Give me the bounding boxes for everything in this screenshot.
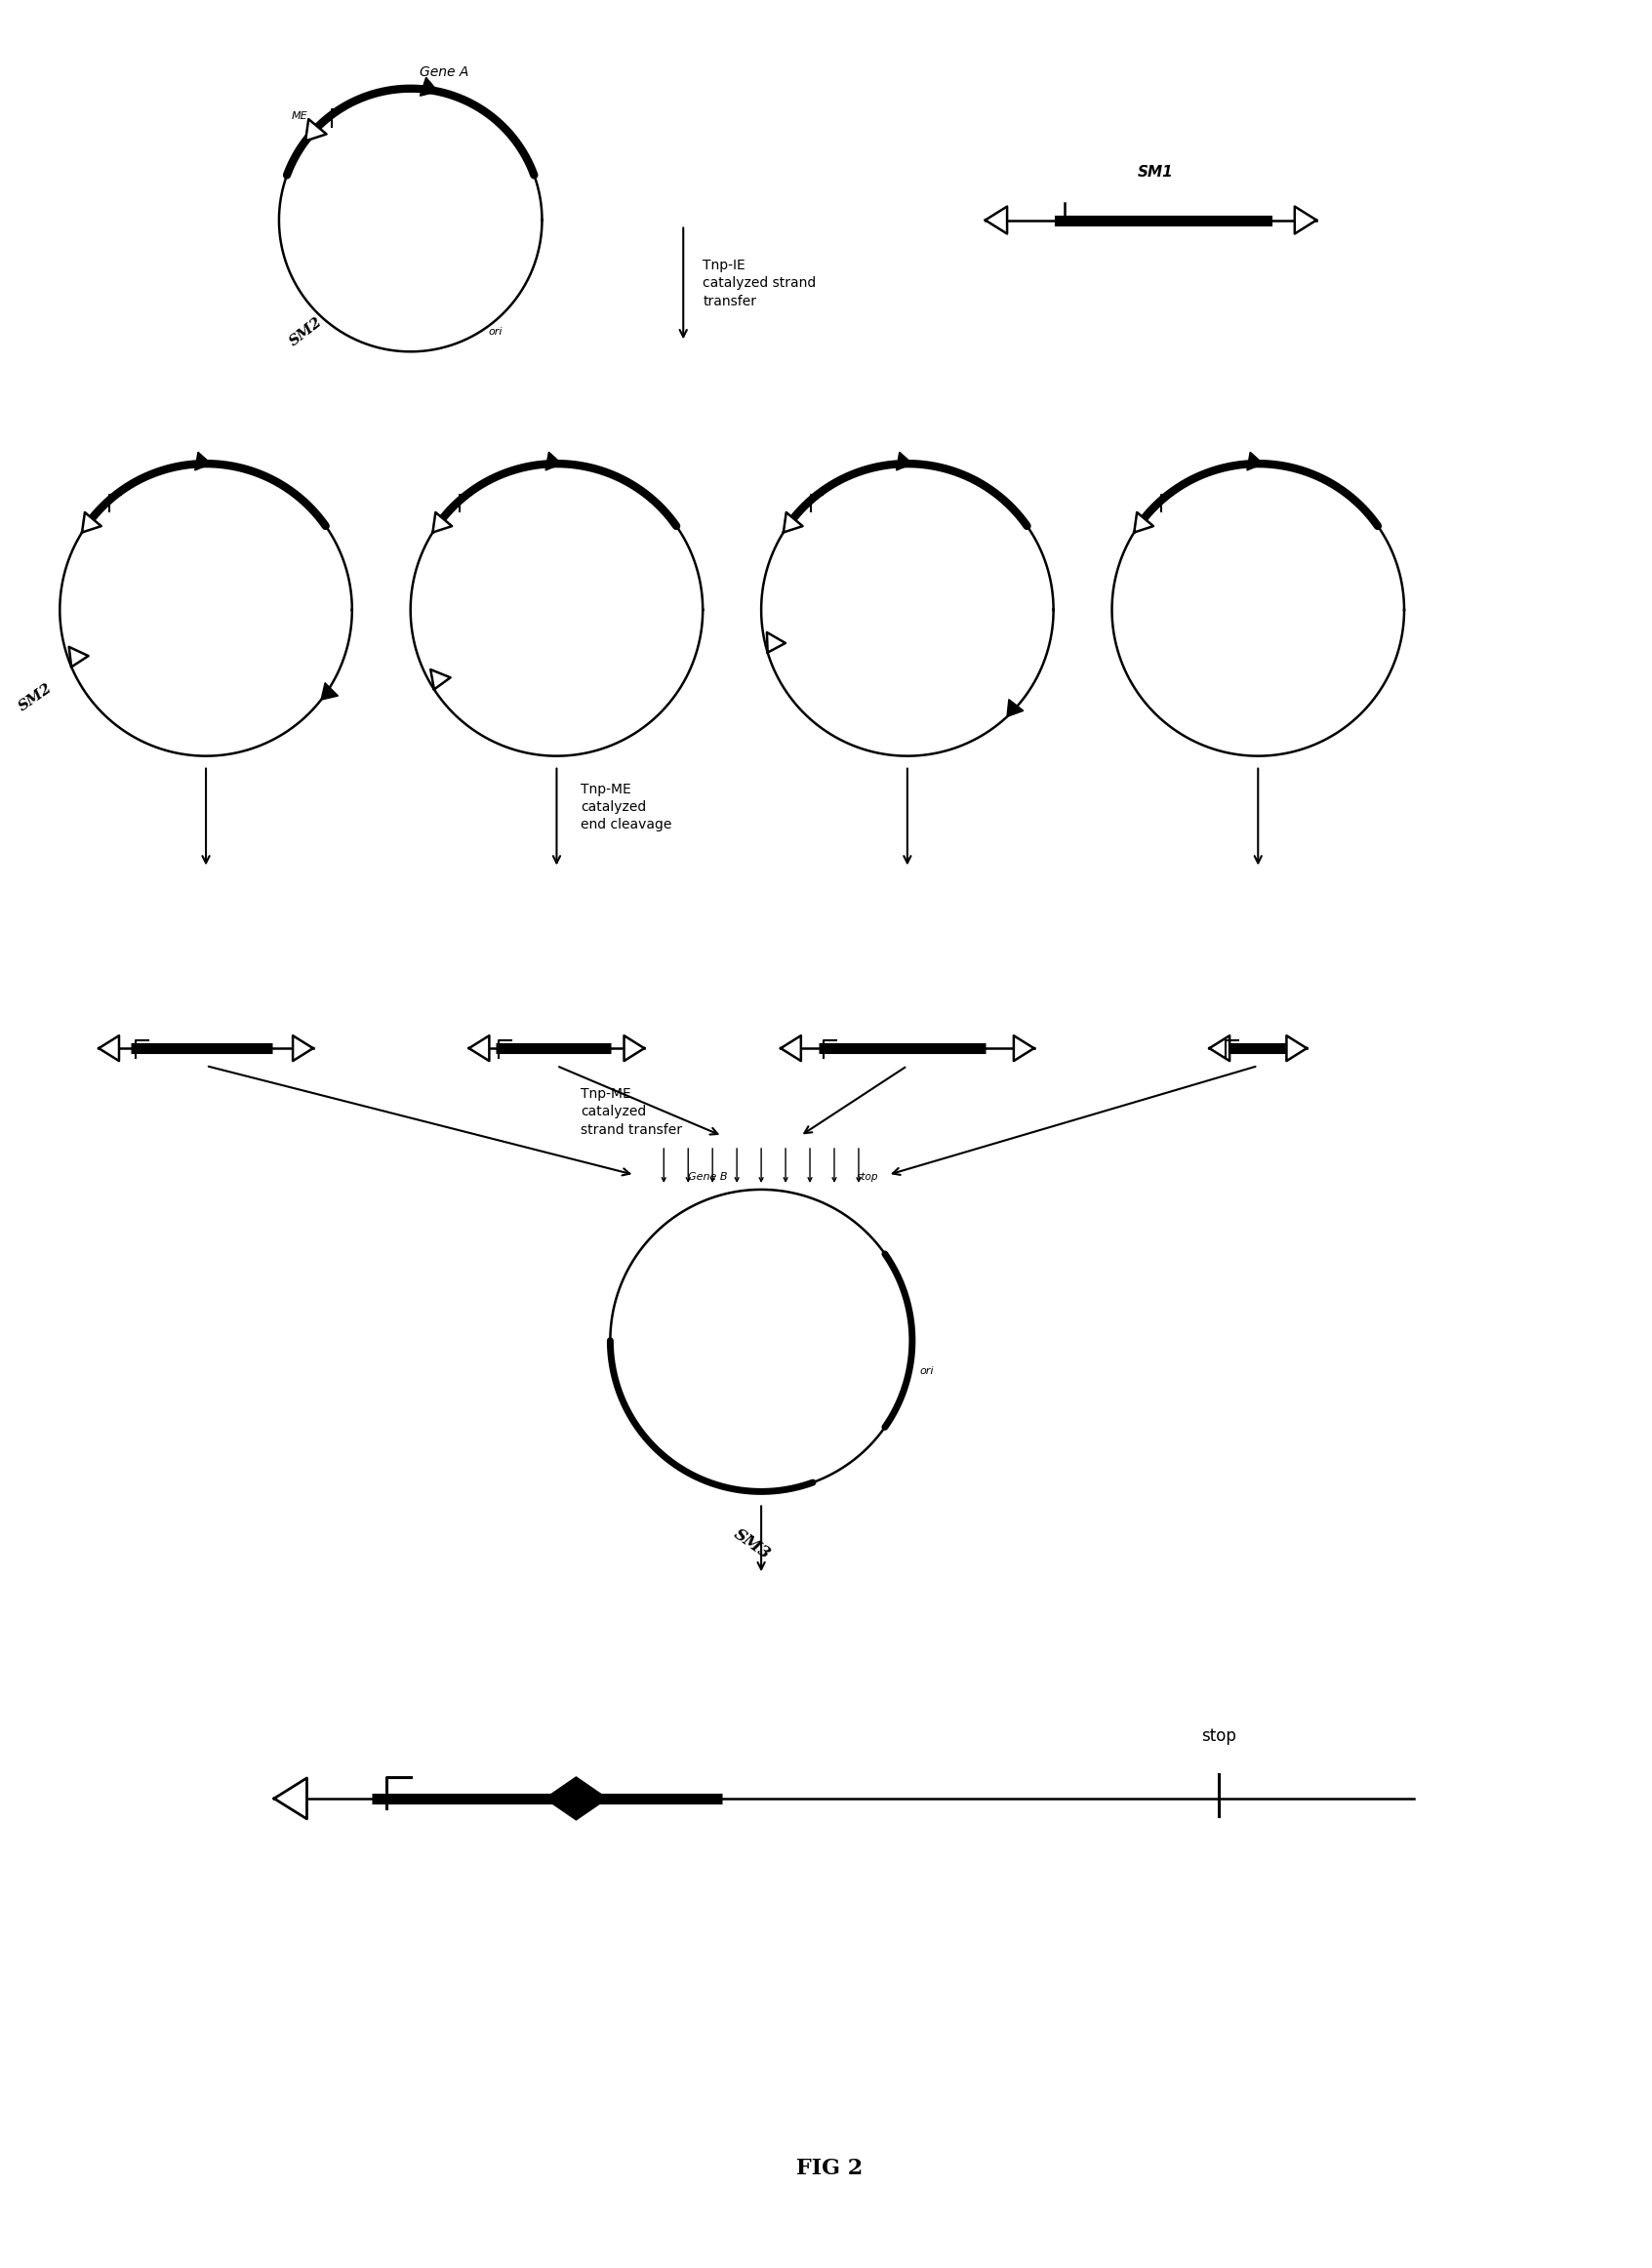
Text: Tnp-ME
catalyzed
end cleavage: Tnp-ME catalyzed end cleavage: [582, 782, 672, 832]
Polygon shape: [1287, 1036, 1307, 1061]
Polygon shape: [1209, 1036, 1229, 1061]
Polygon shape: [274, 1778, 307, 1819]
Polygon shape: [1135, 513, 1153, 533]
Polygon shape: [69, 646, 88, 667]
Polygon shape: [767, 633, 785, 653]
Text: SM2: SM2: [17, 680, 55, 714]
Polygon shape: [420, 77, 438, 95]
Text: SM1: SM1: [1138, 166, 1173, 179]
Text: Tnp-IE
catalyzed strand
transfer: Tnp-IE catalyzed strand transfer: [702, 259, 816, 308]
Text: Gene A: Gene A: [420, 66, 469, 79]
Text: SM3: SM3: [730, 1526, 773, 1563]
Polygon shape: [195, 451, 211, 469]
Polygon shape: [783, 513, 803, 533]
Polygon shape: [1295, 206, 1317, 234]
Text: FIG 2: FIG 2: [796, 2157, 862, 2180]
Polygon shape: [985, 206, 1008, 234]
Text: ori: ori: [920, 1365, 933, 1377]
Text: stop: stop: [1201, 1728, 1237, 1744]
Text: Gene B: Gene B: [687, 1173, 727, 1182]
Text: ME: ME: [292, 111, 309, 120]
Polygon shape: [433, 513, 453, 533]
Polygon shape: [83, 513, 101, 533]
Text: stop: stop: [857, 1173, 879, 1182]
Polygon shape: [545, 1778, 608, 1819]
Polygon shape: [99, 1036, 119, 1061]
Polygon shape: [1008, 699, 1023, 717]
Polygon shape: [431, 669, 451, 689]
Polygon shape: [1014, 1036, 1034, 1061]
Polygon shape: [306, 120, 327, 141]
Text: ori: ori: [487, 327, 502, 336]
Polygon shape: [624, 1036, 644, 1061]
Polygon shape: [897, 451, 912, 469]
Polygon shape: [292, 1036, 314, 1061]
Text: SM2: SM2: [287, 315, 325, 349]
Text: Tnp-ME
catalyzed
strand transfer: Tnp-ME catalyzed strand transfer: [582, 1086, 682, 1136]
Polygon shape: [320, 683, 339, 701]
Polygon shape: [781, 1036, 801, 1061]
Polygon shape: [469, 1036, 489, 1061]
Polygon shape: [545, 451, 562, 469]
Polygon shape: [1247, 451, 1264, 469]
